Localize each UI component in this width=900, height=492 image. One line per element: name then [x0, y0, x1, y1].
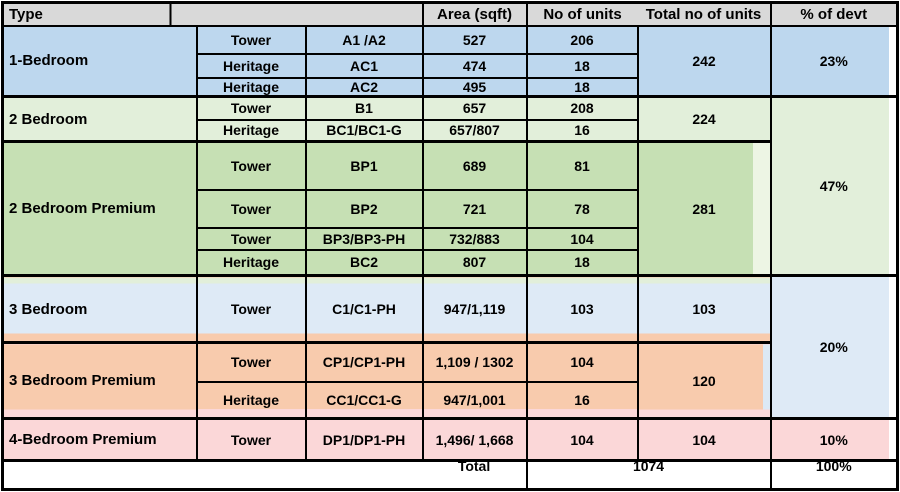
area-cell: 474 — [421, 52, 528, 79]
building-cell: Tower — [195, 274, 307, 344]
unit-code-cell: BC2 — [304, 248, 424, 277]
unit-code-cell: DP1/DP1-PH — [304, 417, 424, 462]
area-cell: 657/807 — [421, 118, 528, 143]
units-cell: 206 — [525, 24, 639, 55]
col-header-units: No of units — [525, 1, 638, 27]
unit-code-cell: B1 — [304, 95, 424, 121]
unit-code-cell: AC1 — [304, 52, 424, 79]
pct-cell: 10% — [769, 417, 899, 462]
col-header-total-units: Total no of units — [637, 1, 772, 27]
area-cell: 947/1,001 — [421, 380, 528, 420]
building-cell: Tower — [195, 226, 307, 251]
unit-code-cell: BP2 — [304, 188, 424, 229]
area-cell: 1,496/ 1,668 — [421, 417, 528, 462]
col-header-type: Type — [1, 1, 424, 27]
pct-cell: 20% — [769, 274, 899, 420]
units-cell: 104 — [525, 341, 639, 383]
table-row: 3 Bedroom Tower C1/C1-PH 947/1,119 103 1… — [1, 274, 899, 420]
building-cell: Heritage — [195, 52, 307, 79]
table-row: Tower BP2 721 78 — [3, 188, 898, 229]
type-cell: 3 Bedroom — [1, 274, 198, 344]
units-cell: 18 — [525, 248, 639, 277]
unit-code-cell: BP3/BP3-PH — [304, 226, 424, 251]
total-units-cell: 224 — [636, 95, 772, 143]
table-row: Heritage AC1 474 18 — [3, 52, 898, 79]
total-label-cell: Total — [422, 459, 528, 491]
building-cell: Heritage — [195, 380, 307, 420]
unit-code-cell: CP1/CP1-PH — [304, 341, 424, 383]
total-row: Total 1074 100% — [1, 459, 899, 491]
pct-cell: 23% — [769, 24, 899, 98]
building-cell: Tower — [195, 95, 307, 121]
building-cell: Tower — [195, 417, 307, 462]
units-cell: 103 — [525, 274, 639, 344]
total-units-cell: 281 — [636, 140, 772, 277]
total-units-cell: 242 — [636, 24, 772, 98]
type-cell: 1-Bedroom — [1, 24, 198, 98]
total-units-cell: 104 — [636, 417, 772, 462]
area-cell: 657 — [421, 95, 528, 121]
units-cell: 18 — [525, 52, 639, 79]
col-header-area: Area (sqft) — [421, 1, 528, 27]
building-cell: Tower — [195, 140, 307, 191]
table-row: Heritage CC1/CC1-G 947/1,001 16 — [3, 380, 898, 420]
pct-cell: 47% — [769, 95, 899, 277]
unit-code-cell: BC1/BC1-G — [304, 118, 424, 143]
building-cell: Heritage — [195, 76, 307, 98]
area-cell: 732/883 — [421, 226, 528, 251]
units-cell: 16 — [525, 380, 639, 420]
units-cell: 208 — [525, 95, 639, 121]
table-row: 3 Bedroom Premium Tower CP1/CP1-PH 1,109… — [1, 341, 898, 420]
units-cell: 16 — [525, 118, 639, 143]
type-cell: 3 Bedroom Premium — [1, 341, 198, 420]
table-row: Heritage BC1/BC1-G 657/807 16 — [3, 118, 898, 143]
building-cell: Tower — [195, 24, 307, 55]
units-cell: 78 — [525, 188, 639, 229]
header-row: Type Area (sqft) No of units Total no of… — [1, 1, 899, 27]
area-cell: 947/1,119 — [421, 274, 528, 344]
type-cell: 2 Bedroom Premium — [1, 140, 198, 277]
area-cell: 689 — [421, 140, 528, 191]
building-cell: Tower — [195, 188, 307, 229]
area-cell: 721 — [421, 188, 528, 229]
units-cell: 104 — [525, 226, 639, 251]
units-cell: 81 — [525, 140, 639, 191]
table-row: Heritage AC2 495 18 — [3, 76, 898, 98]
table-row: 2 Bedroom Premium Tower BP1 689 81 281 — [1, 140, 898, 277]
table-row: Heritage BC2 807 18 — [3, 248, 898, 277]
col-header-pct-devt: % of devt — [769, 1, 899, 27]
grand-pct-cell: 100% — [769, 459, 899, 491]
table-row: 2 Bedroom Tower B1 657 208 224 47% — [1, 95, 899, 277]
table-row: 4-Bedroom Premium Tower DP1/DP1-PH 1,496… — [1, 417, 899, 462]
area-cell: 527 — [421, 24, 528, 55]
unit-code-cell: A1 /A2 — [304, 24, 424, 55]
area-cell: 807 — [421, 248, 528, 277]
building-cell: Heritage — [195, 248, 307, 277]
total-units-cell: 103 — [636, 274, 772, 344]
unit-code-cell: BP1 — [304, 140, 424, 191]
grand-total-cell: 1074 — [525, 459, 772, 491]
unit-code-cell: AC2 — [304, 76, 424, 98]
type-cell: 2 Bedroom — [1, 95, 198, 143]
units-cell: 104 — [525, 417, 639, 462]
unit-code-cell: CC1/CC1-G — [304, 380, 424, 420]
building-cell: Tower — [195, 341, 307, 383]
total-units-cell: 120 — [636, 341, 772, 420]
type-cell: 4-Bedroom Premium — [1, 417, 198, 462]
unit-code-cell: C1/C1-PH — [304, 274, 424, 344]
table-row: 1-Bedroom Tower A1 /A2 527 206 242 23% — [1, 24, 899, 98]
area-cell: 1,109 / 1302 — [421, 341, 528, 383]
building-cell: Heritage — [195, 118, 307, 143]
area-cell: 495 — [421, 76, 528, 98]
table-row: Tower BP3/BP3-PH 732/883 104 — [3, 226, 898, 251]
total-row-spacer — [1, 459, 423, 491]
units-cell: 18 — [525, 76, 639, 98]
